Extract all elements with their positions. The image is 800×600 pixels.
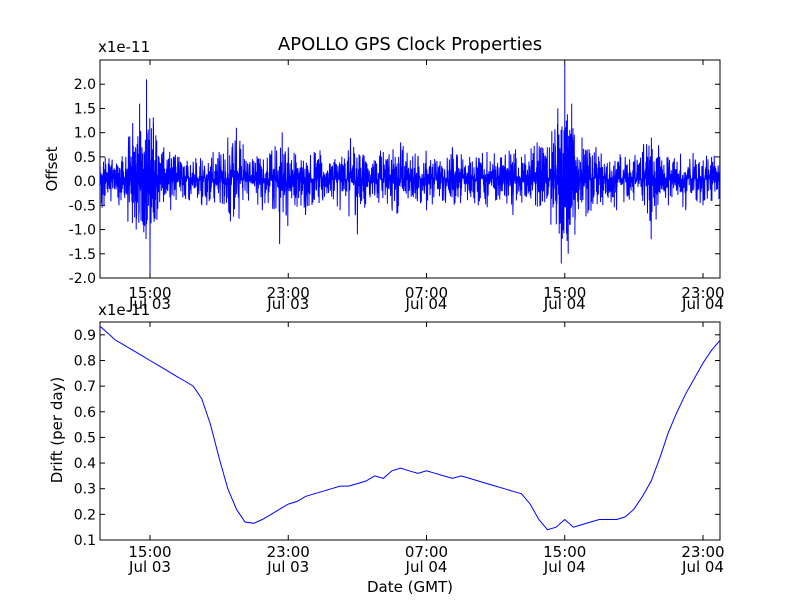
x-tick-date-label: Jul 04 [405, 558, 448, 576]
y-tick-label: 0.6 [74, 405, 96, 421]
x-tick-date-label: Jul 04 [405, 295, 448, 313]
y-tick-label: -1.0 [69, 223, 96, 239]
x-tick-date-label: Jul 04 [681, 558, 724, 576]
y-tick-label: 1.0 [74, 126, 96, 142]
offset-y-axis-label: Offset [43, 146, 61, 191]
x-tick-time-label: 23:00 [681, 284, 724, 302]
offset-plot-axes: 2.01.51.00.50.0-0.5-1.0-1.5-2.015:00Jul … [69, 59, 725, 313]
y-tick-label: 0.7 [74, 379, 96, 395]
y-tick-label: 0.0 [74, 174, 96, 190]
top-y-multiplier: x1e-11 [98, 38, 150, 56]
y-tick-label: 0.9 [74, 328, 96, 344]
y-tick-label: 0.5 [74, 150, 96, 166]
x-tick-time-label: 15:00 [543, 284, 586, 302]
x-tick-date-label: Jul 04 [543, 295, 586, 313]
y-tick-label: 0.2 [74, 507, 96, 523]
x-tick-time-label: 15:00 [128, 284, 171, 302]
x-tick-time-label: 15:00 [543, 543, 586, 561]
y-tick-label: 0.3 [74, 482, 96, 498]
y-tick-label: -0.5 [69, 198, 96, 214]
x-tick-time-label: 23:00 [267, 284, 310, 302]
x-tick-time-label: 23:00 [267, 543, 310, 561]
bottom-y-multiplier: x1e-11 [98, 301, 150, 319]
y-tick-label: -2.0 [69, 271, 96, 287]
x-tick-date-label: Jul 03 [128, 295, 171, 313]
y-tick-label: 2.0 [74, 77, 96, 93]
x-tick-date-label: Jul 04 [681, 295, 724, 313]
x-tick-time-label: 07:00 [405, 284, 448, 302]
y-tick-label: 0.4 [74, 456, 96, 472]
x-tick-time-label: 23:00 [681, 543, 724, 561]
x-tick-time-label: 07:00 [405, 543, 448, 561]
y-tick-label: -1.5 [69, 247, 96, 263]
chart-title: APOLLO GPS Clock Properties [278, 34, 542, 55]
drift-series-line [100, 325, 720, 531]
x-tick-date-label: Jul 03 [128, 558, 171, 576]
y-tick-label: 0.5 [74, 430, 96, 446]
drift-y-axis-label: Drift (per day) [48, 377, 66, 484]
x-tick-date-label: Jul 04 [543, 558, 586, 576]
y-tick-label: 0.8 [74, 353, 96, 369]
plot-frame [99, 321, 721, 541]
x-tick-date-label: Jul 03 [266, 295, 309, 313]
x-tick-time-label: 15:00 [128, 543, 171, 561]
y-tick-label: 0.1 [74, 533, 96, 549]
x-tick-date-label: Jul 03 [266, 558, 309, 576]
y-tick-label: 1.5 [74, 101, 96, 117]
offset-series-line [100, 64, 720, 274]
x-axis-label: Date (GMT) [367, 578, 453, 596]
